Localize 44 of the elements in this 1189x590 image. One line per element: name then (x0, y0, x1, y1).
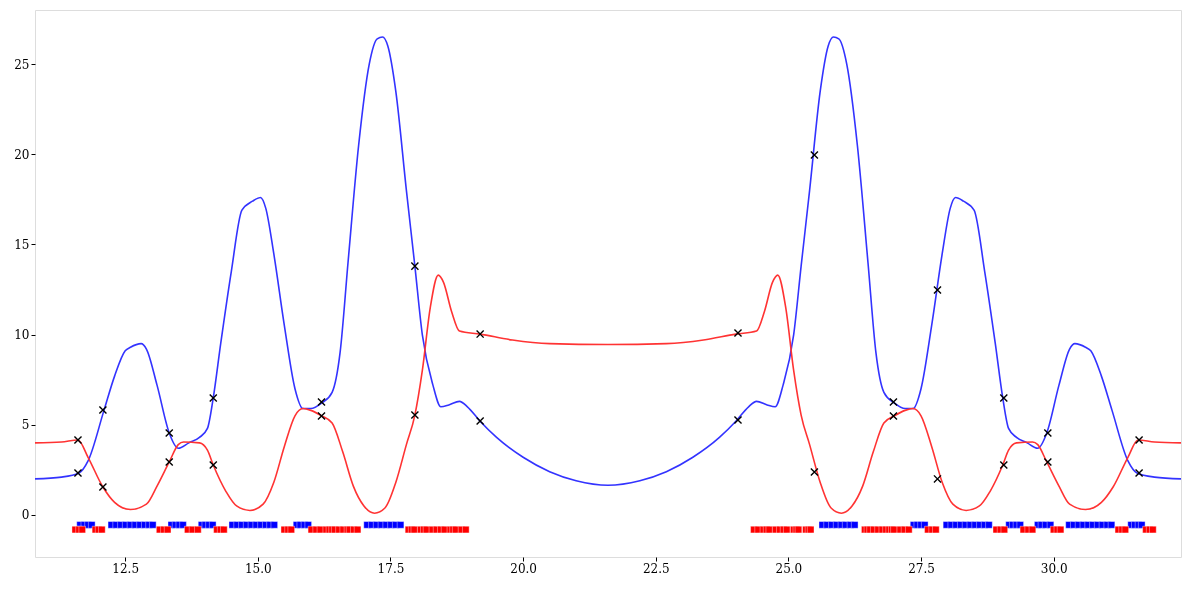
point (1043, 457, 1053, 467)
point (933, 285, 942, 295)
point (98, 405, 108, 415)
point (317, 397, 326, 407)
point (209, 393, 218, 403)
point (164, 457, 174, 467)
point (475, 329, 485, 339)
point (164, 428, 174, 438)
point (317, 411, 326, 421)
x-tick-label: 17.5 (377, 561, 405, 576)
point (999, 393, 1009, 403)
point (410, 261, 420, 271)
y-tick-label: 20 (14, 147, 30, 162)
point (733, 415, 743, 425)
point (475, 416, 485, 426)
y-tick-label: 5 (21, 418, 30, 433)
x-tick-label: 20.0 (510, 561, 537, 576)
point (810, 150, 819, 160)
x-tick-label: 30.0 (1040, 561, 1068, 576)
point (98, 482, 108, 492)
point (410, 410, 420, 420)
x-tick-label: 12.5 (112, 561, 140, 576)
point (1043, 428, 1053, 438)
point (209, 460, 218, 470)
point (1134, 435, 1144, 445)
point (933, 474, 942, 484)
point (1134, 468, 1144, 478)
y-tick-label: 25 (14, 57, 30, 72)
point (889, 397, 898, 407)
point (73, 468, 83, 478)
x-tick-label: 15.0 (244, 561, 272, 576)
point (73, 435, 83, 445)
x-tick-label: 27.5 (908, 561, 935, 576)
point (733, 328, 743, 338)
point (810, 467, 819, 477)
y-tick-label: 0 (21, 508, 30, 523)
y-tick-label: 10 (14, 328, 30, 343)
line-series (34, 36, 1182, 487)
point (889, 411, 898, 421)
x-tick-label: 25.0 (775, 561, 803, 576)
point (999, 460, 1009, 470)
line-series (34, 274, 1182, 514)
y-tick-label: 15 (14, 237, 30, 252)
x-tick-label: 22.5 (642, 561, 670, 576)
